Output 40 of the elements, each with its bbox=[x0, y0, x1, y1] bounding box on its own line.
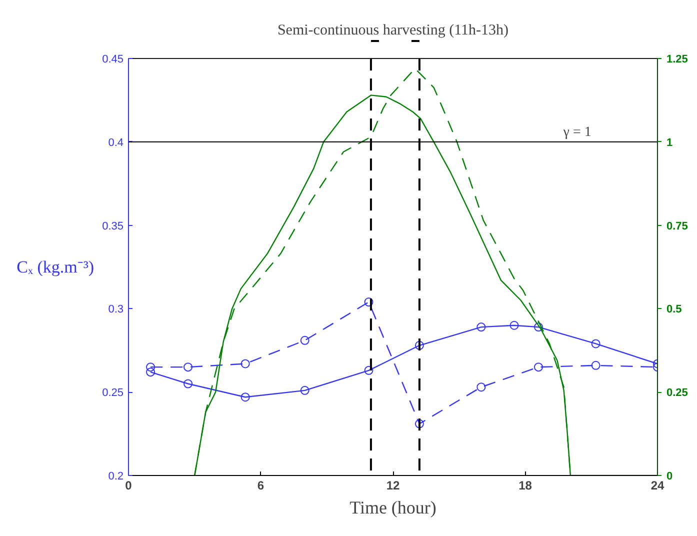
point bbox=[476, 322, 486, 332]
y-tick-label: 0.2 bbox=[108, 470, 124, 482]
x-tick-label: 0 bbox=[125, 478, 132, 492]
y2-tick-label: 0.25 bbox=[666, 387, 688, 400]
point bbox=[414, 419, 424, 428]
y2-tick-label: 1.25 bbox=[666, 54, 688, 66]
point bbox=[300, 336, 310, 345]
point bbox=[591, 360, 600, 370]
point bbox=[534, 362, 543, 372]
y2-tick-label: 0.5 bbox=[666, 304, 682, 316]
y2-tick-label: 1 bbox=[666, 136, 673, 149]
point bbox=[510, 320, 519, 330]
y-axis-title: Cₓ (kg.m⁻³) bbox=[16, 258, 94, 276]
y2-tick-label: 0.75 bbox=[666, 220, 688, 232]
point bbox=[184, 362, 193, 372]
x-tick-label: 18 bbox=[518, 478, 532, 492]
point bbox=[240, 359, 250, 368]
y2-tick-label: 0 bbox=[666, 470, 673, 482]
point bbox=[240, 392, 250, 402]
y-tick-label: 0.45 bbox=[102, 54, 124, 66]
point bbox=[476, 382, 486, 392]
point bbox=[146, 368, 156, 377]
point bbox=[534, 322, 543, 332]
point bbox=[591, 339, 600, 348]
ref-line-label: γ = 1 bbox=[562, 124, 592, 140]
x-tick-label: 24 bbox=[650, 478, 664, 492]
point bbox=[364, 366, 374, 375]
point bbox=[184, 379, 193, 388]
y-tick-label: 0.35 bbox=[102, 220, 124, 232]
y-tick-label: 0.3 bbox=[108, 304, 124, 316]
point bbox=[300, 386, 310, 395]
y-tick-label: 0.25 bbox=[102, 387, 124, 400]
point bbox=[146, 362, 156, 372]
x-tick-label: 6 bbox=[257, 478, 264, 492]
point bbox=[414, 340, 424, 350]
x-tick-label: 12 bbox=[386, 478, 400, 492]
y-tick-label: 0.4 bbox=[108, 136, 124, 149]
point bbox=[364, 298, 374, 307]
x-axis-title: Time (hour) bbox=[350, 498, 436, 518]
chart-title: Semi-continuous harvesting (11h-13h) bbox=[277, 22, 509, 38]
